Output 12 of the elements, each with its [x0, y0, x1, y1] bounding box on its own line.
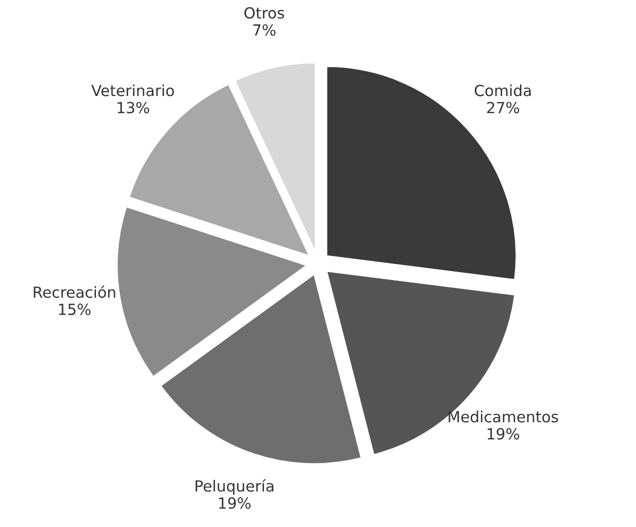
data-label: 19%	[219, 497, 251, 509]
slice-label: Medicamentos	[448, 410, 558, 422]
slice-label: Otros	[244, 7, 284, 19]
data-label: 27%	[487, 102, 520, 114]
data-label: 15%	[59, 304, 91, 316]
slice-label: Veterinario	[91, 84, 174, 96]
data-label: 13%	[118, 102, 150, 114]
slice-label: Recreación	[34, 286, 116, 298]
slice-label: Comida	[474, 84, 531, 96]
slice-label: Peluquería	[196, 479, 274, 495]
data-label: 7%	[253, 24, 276, 36]
data-label: 19%	[488, 428, 520, 440]
